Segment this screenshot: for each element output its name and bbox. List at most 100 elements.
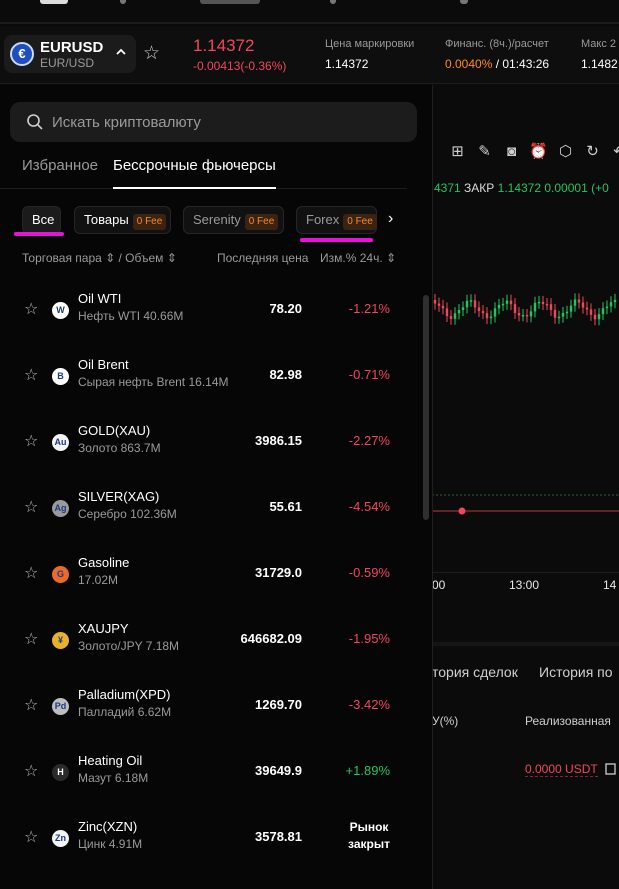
tab-favorites[interactable]: Избранное — [22, 157, 99, 174]
instrument-row[interactable]: ☆ ¥ XAUJPY Золото/JPY 7.18M 646682.09 -1.95% — [0, 621, 420, 696]
funding-value: 0.0040% / 01:43:26 — [445, 57, 549, 71]
favorite-star-icon[interactable]: ☆ — [24, 367, 39, 384]
search-box[interactable] — [10, 102, 417, 142]
candle-body — [437, 303, 441, 306]
candle-body — [589, 309, 593, 315]
instrument-row[interactable]: ☆ Au GOLD(XAU) Золото 863.7M 3986.15 -2.27% — [0, 423, 420, 498]
mark-price-label: Цена маркировки — [325, 38, 415, 50]
silver-icon: Ag — [52, 500, 69, 517]
refresh-icon[interactable]: ↻ — [586, 143, 599, 160]
favorite-star-icon[interactable]: ☆ — [24, 301, 39, 318]
instrument-volume: 17.02M — [78, 573, 119, 587]
candle-body — [577, 299, 581, 303]
instrument-row[interactable]: ☆ Zn Zinc(XZN) Цинк 4.91M 3578.81 Рынок закрыт — [0, 819, 420, 889]
candle-body — [557, 316, 561, 319]
heating-oil-icon: H — [52, 764, 69, 781]
instrument-row[interactable]: ☆ W Oil WTI Нефть WTI 40.66M 78.20 -1.21% — [0, 291, 420, 366]
candle-body — [601, 308, 605, 315]
funding-rate: 0.0040% — [445, 57, 493, 71]
alarm-icon[interactable]: ⏰ — [529, 143, 548, 160]
instrument-name: XAUJPY — [78, 621, 129, 636]
instrument-volume: Золото 863.7M — [78, 441, 161, 455]
chip-all[interactable]: Все — [22, 206, 61, 234]
scrollbar[interactable] — [423, 295, 429, 520]
last-price: 31729.0 — [255, 565, 302, 580]
chip-serenity[interactable]: Serenity 0 Fee — [183, 206, 284, 234]
favorite-star-icon[interactable]: ☆ — [24, 763, 39, 780]
share-icon[interactable] — [604, 762, 618, 776]
chart-toolbar: ⊞ ✎ ◙ ⏰ ⬡ ↻ ↶ — [444, 142, 619, 164]
instrument-row[interactable]: ☆ G Gasoline 17.02M 31729.0 -0.59% — [0, 555, 420, 630]
favorite-star-icon[interactable]: ☆ — [24, 499, 39, 516]
camera-icon[interactable]: ◙ — [506, 143, 517, 160]
change-24h: -3.42% — [348, 697, 390, 712]
price-change: -0.00413(-0.36%) — [193, 59, 287, 73]
favorite-star-icon[interactable]: ☆ — [24, 631, 39, 648]
instrument-volume: Сырая нефть Brent 16.14M — [78, 375, 229, 389]
favorite-star-icon[interactable]: ☆ — [24, 433, 39, 450]
chart-area[interactable] — [432, 85, 619, 889]
candle-body — [609, 302, 613, 307]
tab-trade-history[interactable]: тория сделок — [432, 664, 518, 680]
instrument-name: SILVER(XAG) — [78, 489, 160, 504]
candle-body — [513, 304, 517, 313]
tab-perpetual-futures[interactable]: Бессрочные фьючерсы — [113, 157, 276, 189]
favorite-star-icon[interactable]: ☆ — [24, 565, 39, 582]
candle-body — [545, 303, 549, 306]
search-input[interactable] — [52, 102, 402, 142]
col-header-price[interactable]: Последняя цена — [217, 251, 309, 265]
last-price: 1269.70 — [255, 697, 302, 712]
change-24h: -0.59% — [348, 565, 390, 580]
chip-forex[interactable]: Forex 0 Fee — [296, 206, 377, 234]
candle-body — [445, 308, 449, 317]
nav-divider — [120, 0, 126, 4]
instrument-row[interactable]: ☆ B Oil Brent Сырая нефть Brent 16.14M 82.98… — [0, 357, 420, 432]
logo-remnant — [40, 0, 68, 4]
instrument-volume: Золото/JPY 7.18M — [78, 639, 180, 653]
candle-body — [561, 312, 565, 317]
gasoline-icon: G — [52, 566, 69, 583]
change-24h: -2.27% — [348, 433, 390, 448]
chevron-right-icon[interactable]: › — [388, 210, 394, 227]
candle-body — [525, 314, 529, 317]
favorite-star-icon[interactable]: ☆ — [143, 43, 161, 64]
draw-pen-icon[interactable]: ✎ — [478, 143, 491, 160]
favorite-star-icon[interactable]: ☆ — [24, 697, 39, 714]
funding-countdown: / 01:43:26 — [492, 57, 550, 71]
chip-label: Все — [32, 212, 55, 227]
col-header-change[interactable]: Изм.% 24ч. ⇕ — [320, 251, 397, 265]
chip-label: Forex — [306, 212, 340, 227]
pair-selector[interactable]: € EURUSD EUR/USD — [4, 35, 136, 73]
undo-icon[interactable]: ↶ — [606, 142, 619, 160]
candle-body — [605, 306, 609, 309]
add-indicator-icon[interactable]: ⊞ — [451, 143, 464, 160]
change-24h: -1.95% — [348, 631, 390, 646]
fee-badge: 0 Fee — [343, 214, 377, 230]
candle-body — [565, 311, 569, 314]
candle-body — [537, 301, 541, 304]
instrument-volume: Мазут 6.18M — [78, 771, 149, 785]
chip-label: Товары — [84, 212, 129, 227]
chip-commodities[interactable]: Товары 0 Fee — [74, 206, 171, 234]
close-change: 0.00001 (+0 — [544, 181, 609, 195]
instrument-name: Oil WTI — [78, 291, 122, 306]
candle-body — [457, 309, 461, 314]
candle-body — [533, 302, 537, 312]
settings-icon[interactable]: ⬡ — [558, 143, 573, 160]
nav-divider — [330, 0, 336, 4]
filter-chips: Все Товары 0 Fee Serenity 0 Fee Forex 0 Fee… — [0, 206, 420, 234]
col-header-pair[interactable]: Торговая пара ⇕ / Объем ⇕ — [22, 251, 177, 265]
instrument-row[interactable]: ☆ H Heating Oil Мазут 6.18M 39649.9 +1.89% — [0, 753, 420, 828]
palladium-icon: Pd — [52, 698, 69, 715]
gold-icon: Au — [52, 434, 69, 451]
candle-body — [485, 313, 489, 319]
candle-body — [517, 312, 521, 316]
candle-body — [549, 304, 553, 310]
candle-body — [501, 303, 505, 306]
tab-order-history[interactable]: История по — [539, 664, 613, 680]
instrument-row[interactable]: ☆ Pd Palladium(XPD) Палладий 6.62M 1269.70 -3… — [0, 687, 420, 762]
last-price: 55.61 — [269, 499, 302, 514]
instrument-row[interactable]: ☆ Ag SILVER(XAG) Серебро 102.36M 55.61 -4.54% — [0, 489, 420, 564]
favorite-star-icon[interactable]: ☆ — [24, 829, 39, 846]
candle-body — [449, 316, 453, 319]
